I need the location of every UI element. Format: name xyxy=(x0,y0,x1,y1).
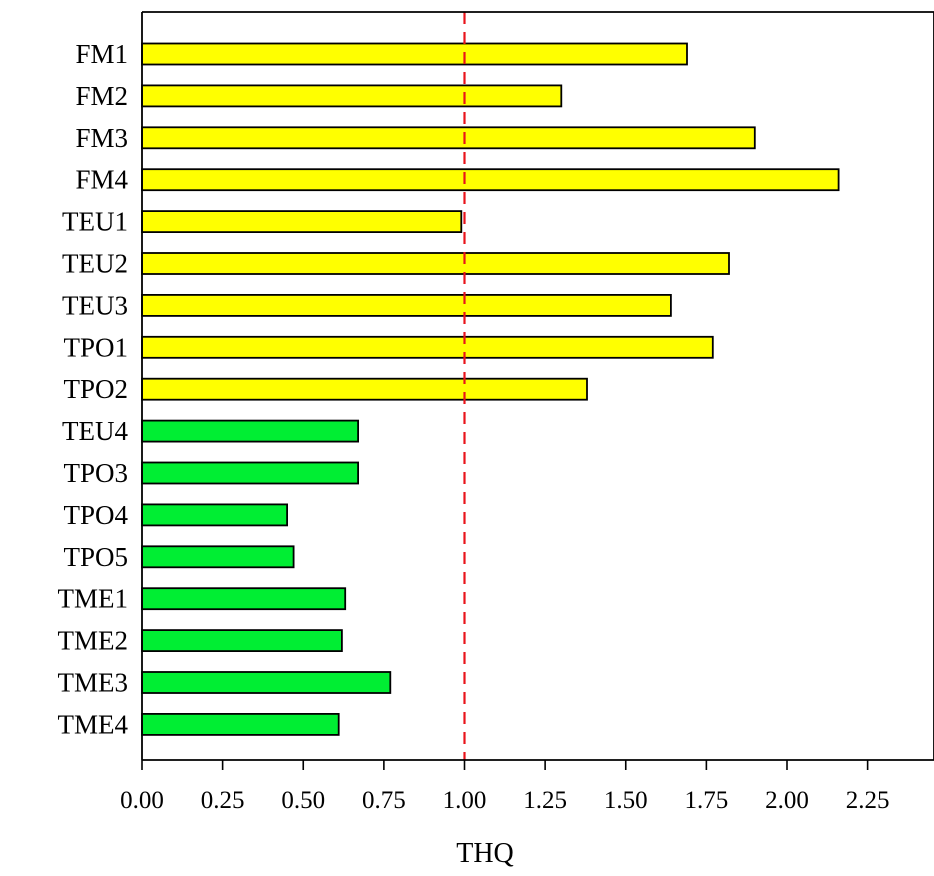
x-tick-label: 0.00 xyxy=(120,787,164,814)
x-tick-label: 0.75 xyxy=(362,787,406,814)
category-label-teu1: TEU1 xyxy=(62,207,128,237)
bar-tpo2 xyxy=(141,377,588,401)
category-label-teu3: TEU3 xyxy=(62,290,128,320)
bar-fm1 xyxy=(141,42,688,66)
bar-tme1 xyxy=(141,587,347,611)
bar-fm3 xyxy=(141,126,756,150)
category-label-tme3: TME3 xyxy=(58,668,129,698)
x-tick-label: 0.25 xyxy=(201,787,245,814)
bar-teu2 xyxy=(141,252,730,275)
category-label-fm3: FM3 xyxy=(75,123,128,153)
bar-tpo1 xyxy=(141,335,714,359)
x-tick-label: 1.50 xyxy=(604,787,648,814)
x-tick-label: 2.00 xyxy=(765,787,809,814)
x-tick-label: 1.25 xyxy=(523,787,567,814)
category-label-tpo1: TPO1 xyxy=(63,332,128,362)
bar-fm2 xyxy=(141,84,563,108)
bar-teu1 xyxy=(141,210,463,234)
x-ticks-group: 0.00 0.25 0.50 0.75 1.00 1.25 1.50 1.75 2.00 2.25 xyxy=(120,760,890,814)
x-tick-label: 0.50 xyxy=(281,787,325,814)
category-label-teu4: TEU4 xyxy=(62,416,128,446)
bar-tpo5 xyxy=(141,545,295,569)
category-label-tpo2: TPO2 xyxy=(63,374,128,404)
x-tick-label: 1.75 xyxy=(685,787,729,814)
bar-tme2 xyxy=(141,629,343,652)
category-labels-group: FM1 FM2 FM3 FM4 TEU1 TEU2 TEU3 TPO1 TPO2 TEU4 TPO3… xyxy=(58,39,129,739)
bar-tpo4 xyxy=(141,503,289,527)
category-label-fm4: FM4 xyxy=(75,165,128,195)
bar-teu4 xyxy=(141,419,360,443)
category-label-fm1: FM1 xyxy=(75,39,128,69)
category-label-tme1: TME1 xyxy=(58,584,129,614)
bars-group xyxy=(141,42,840,736)
bar-tme3 xyxy=(141,671,392,694)
axes-group xyxy=(141,11,934,761)
category-label-tme2: TME2 xyxy=(58,626,129,656)
category-label-teu2: TEU2 xyxy=(62,249,128,279)
bar-teu3 xyxy=(141,293,672,317)
category-label-tpo4: TPO4 xyxy=(63,500,128,530)
bar-tme4 xyxy=(141,713,340,736)
bar-tpo3 xyxy=(141,461,360,485)
category-label-tme4: TME4 xyxy=(58,709,129,739)
category-label-tpo3: TPO3 xyxy=(63,458,128,488)
x-tick-label: 2.25 xyxy=(846,787,890,814)
x-axis-title: THQ xyxy=(456,838,514,869)
bar-fm4 xyxy=(141,168,840,192)
category-label-fm2: FM2 xyxy=(75,81,128,111)
x-tick-label: 1.00 xyxy=(443,787,487,814)
category-label-tpo5: TPO5 xyxy=(63,542,128,572)
